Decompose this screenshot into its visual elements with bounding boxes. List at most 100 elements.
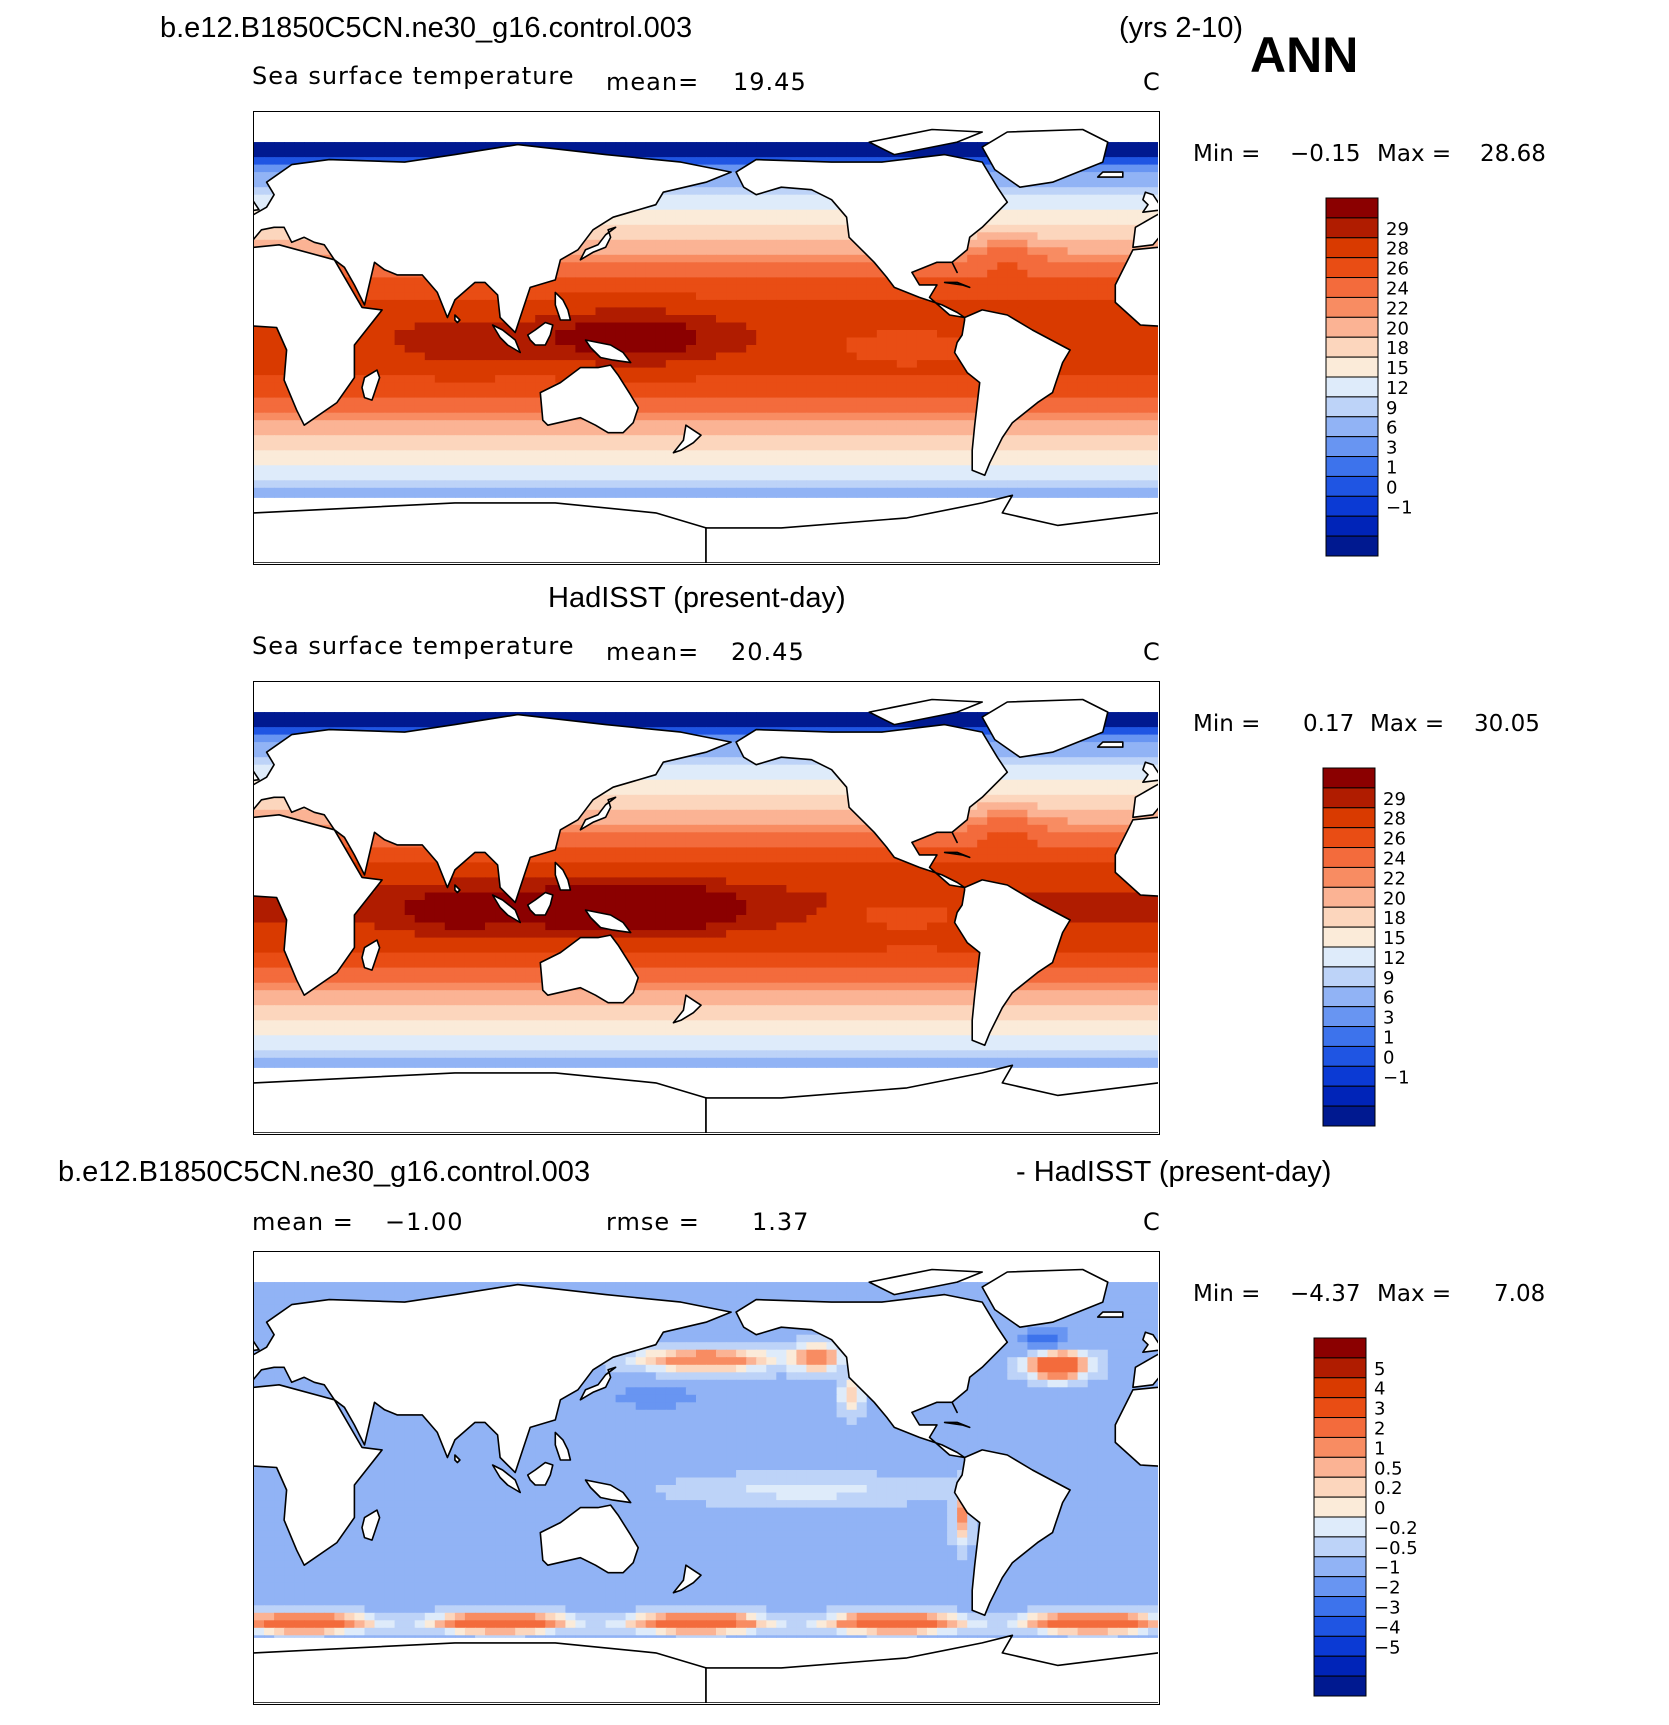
panel3-colorbar-swatch [1313,1556,1367,1578]
panel2-colorbar-tick-label: 1 [1383,1028,1394,1049]
panel3-coastline [254,1642,707,1703]
panel3-rmse-label: rmse = [606,1208,700,1236]
panel2-coastline [735,723,1009,889]
panel1-map [253,111,1160,565]
panel1-colorbar-swatch [1325,416,1379,438]
panel2-map [253,681,1160,1135]
panel1-mean-value: 19.45 [733,68,807,96]
panel1-coastline [254,502,707,563]
panel3-coastline [735,1293,1009,1459]
panel1-coastline [705,494,1158,563]
panel1-coastline [254,244,383,426]
panel3-min-label: Min = [1193,1281,1261,1307]
panel1-colorbar-tick-label: 20 [1386,318,1409,339]
panel1-units: C [1143,68,1160,96]
panel1-coastline [539,364,639,434]
panel3-map-svg [254,1268,1158,1703]
panel1-colorbar-tick-label: 3 [1386,438,1397,459]
panel1-min-value: −0.15 [1290,141,1361,167]
panel3-coastline [254,1340,260,1352]
panel2-colorbar-swatch [1322,946,1376,968]
panel3-colorbar-tick-label: 4 [1374,1379,1385,1400]
panel2-coastline [361,939,381,971]
panel3-coastline [579,1366,617,1401]
panel2-colorbar-swatch [1322,966,1376,988]
panel2-coastline [868,698,983,726]
panel1-colorbar-swatch [1325,336,1379,358]
panel2-coastline [953,879,1071,1047]
panel3-coastline [491,1464,521,1494]
panel3-colorbar-tick-label: −1 [1374,1558,1401,1579]
panel1-coastline [672,424,702,454]
panel1-colorbar-tick-label: 9 [1386,398,1397,419]
panel1-land-outlines [254,128,1158,563]
panel2-colorbar-tick-label: 15 [1383,928,1406,949]
panel3-colorbar-swatch [1313,1516,1367,1538]
panel2-colorbar-swatch [1322,787,1376,809]
season-label: ANN [1250,27,1359,83]
panel2-coastline [672,994,702,1024]
panel3-mean-label: mean = [252,1208,354,1236]
panel3-colorbar-tick-label: −3 [1374,1598,1401,1619]
panel1-coastline [868,128,983,156]
panel3-title-left: b.e12.B1850C5CN.ne30_g16.control.003 [58,1156,591,1188]
panel1-coastline [491,324,521,354]
panel2-colorbar-swatch [1322,767,1376,789]
panel1-colorbar-tick-label: 1 [1386,458,1397,479]
panel1-coastline [254,200,260,212]
panel2-coastline [554,861,572,891]
panel3-coastline [705,1634,1158,1703]
panel3-colorbar-swatch [1313,1536,1367,1558]
panel3-colorbar-tick-label: 0.5 [1374,1458,1403,1479]
panel2-colorbar-swatch [1322,986,1376,1008]
years-label: (yrs 2-10) [1119,12,1244,44]
panel2-min-label: Min = [1193,711,1261,737]
panel3-colorbar-swatch [1313,1377,1367,1399]
panel3-colorbar-swatch [1313,1436,1367,1458]
panel3-mean-value: −1.00 [385,1208,464,1236]
panel1-colorbar-swatch [1325,515,1379,537]
panel3-colorbar-tick-label: −2 [1374,1578,1401,1599]
panel1-map-svg [254,128,1158,563]
panel3-colorbar-tick-label: −0.5 [1374,1538,1418,1559]
panel1-colorbar-swatch [1325,296,1379,318]
panel2-coastline [491,894,521,924]
panel3-coastline [254,1384,383,1566]
panel1-variable: Sea surface temperature [252,62,575,90]
panel2-colorbar-tick-label: 6 [1383,988,1394,1009]
panel2-variable: Sea surface temperature [252,632,575,660]
panel3-colorbar-swatch [1313,1357,1367,1379]
panel2-colorbar-swatch [1322,1006,1376,1028]
panel3-units: C [1143,1208,1160,1236]
panel1-colorbar: 29 28 26 24 22 20 18 15 12 9 6 3 1 0 −1 [1325,197,1446,557]
panel2-coastline [254,814,383,996]
panel2-min-value: 0.17 [1303,711,1355,737]
panel1-colorbar-swatch [1325,456,1379,477]
panel1-colorbar-swatch [1325,277,1379,298]
panel3-coastline [584,1479,632,1504]
panel2-colorbar: 29 28 26 24 22 20 18 15 12 9 6 3 1 0 −1 [1322,767,1443,1127]
panel3-colorbar-tick-label: −4 [1374,1617,1401,1638]
panel2-max-value: 30.05 [1474,711,1540,737]
panel3-colorbar-swatch [1313,1615,1367,1637]
panel2-coastline [254,1072,707,1133]
panel3-colorbar-swatch [1313,1675,1367,1697]
panel1-colorbar-tick-label: 0 [1386,477,1397,498]
panel1-colorbar-swatch [1325,475,1379,497]
panel3-coastline [1114,1386,1158,1467]
panel3-colorbar-swatch [1313,1596,1367,1617]
panel3-min-value: −4.37 [1290,1281,1361,1307]
panel1-coastline [526,321,554,346]
panel2-colorbar-tick-label: 9 [1383,968,1394,989]
panel1-colorbar-tick-label: 6 [1386,418,1397,439]
panel1-max-value: 28.68 [1480,141,1546,167]
panel3-colorbar-swatch [1313,1456,1367,1478]
panel1-coastline [981,128,1109,188]
panel1-colorbar-swatch [1325,535,1379,557]
panel2-colorbar-tick-label: 24 [1383,849,1406,870]
panel1-colorbar-tick-label: 26 [1386,259,1409,280]
panel3-colorbar-swatch [1313,1496,1367,1518]
panel2-coastline [981,698,1109,758]
